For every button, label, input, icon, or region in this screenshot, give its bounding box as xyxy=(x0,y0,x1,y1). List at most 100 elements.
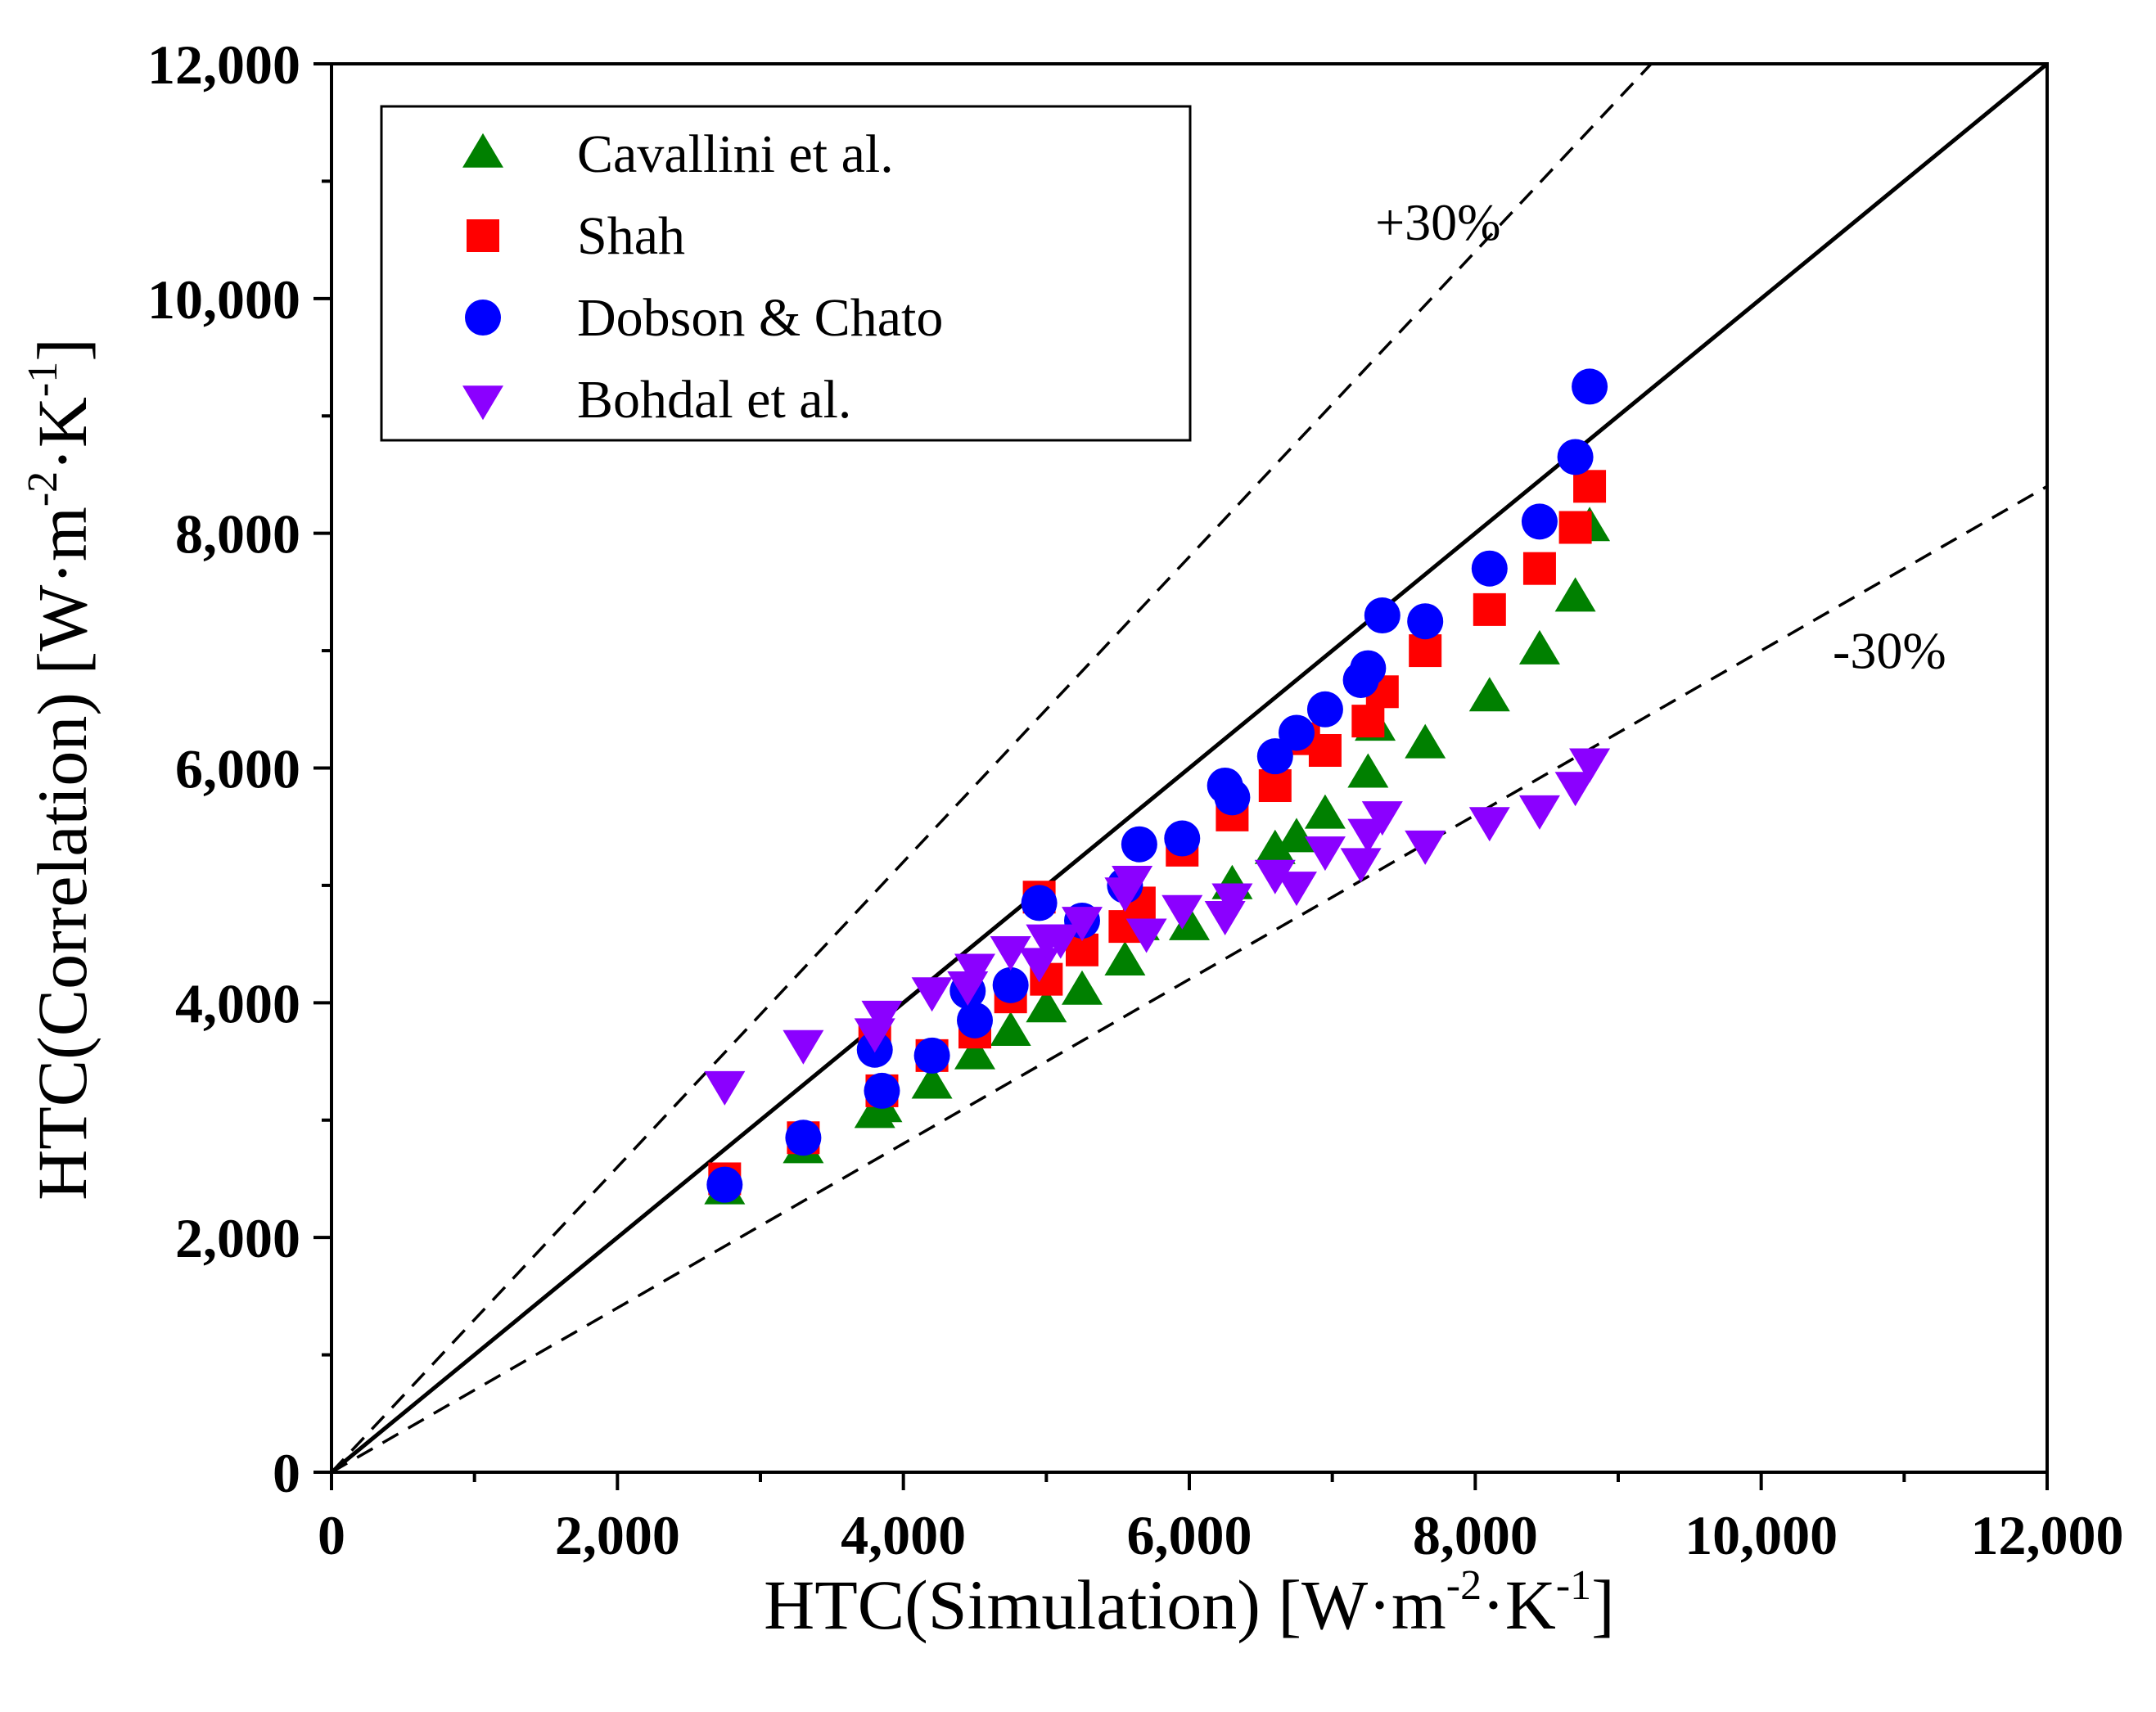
x-tick-label: 0 xyxy=(318,1504,345,1566)
x-tick-label: 2,000 xyxy=(555,1504,680,1566)
legend-label-shah: Shah xyxy=(577,206,685,266)
point-dobson-chato xyxy=(1407,603,1444,640)
point-bohdal-et-al xyxy=(783,1029,824,1065)
legend-label-bohdal: Bohdal et al. xyxy=(577,370,851,430)
point-bohdal-et-al xyxy=(1254,859,1296,894)
point-bohdal-et-al xyxy=(1112,865,1153,900)
legend-label-dobson-chato: Dobson & Chato xyxy=(577,288,943,348)
reference-line-parity xyxy=(332,64,2047,1472)
point-cavallini-et-al xyxy=(1554,577,1596,612)
y-axis-ticks xyxy=(313,62,332,1474)
reference-lines xyxy=(332,64,2047,1472)
x-tick-label: 8,000 xyxy=(1413,1504,1538,1566)
point-dobson-chato xyxy=(1557,439,1594,475)
point-bohdal-et-al xyxy=(1554,772,1596,807)
point-bohdal-et-al xyxy=(1518,795,1560,830)
legend-marker-cavallini-et-al xyxy=(462,133,503,168)
series-shah xyxy=(708,470,1607,1196)
point-dobson-chato xyxy=(913,1037,950,1074)
point-bohdal-et-al xyxy=(990,935,1031,971)
point-dobson-chato xyxy=(1164,820,1201,857)
legend-label-cavallini: Cavallini et al. xyxy=(577,124,894,184)
point-bohdal-et-al xyxy=(1304,836,1346,872)
point-bohdal-et-al xyxy=(1468,807,1510,842)
point-cavallini-et-al xyxy=(1304,794,1346,829)
reference-line-plus-30 xyxy=(332,64,1653,1472)
point-dobson-chato xyxy=(1364,597,1400,634)
point-dobson-chato xyxy=(1350,650,1387,687)
point-bohdal-et-al xyxy=(1361,801,1403,836)
legend: Cavallini et al. Shah Dobson & Chato Boh… xyxy=(380,105,1192,442)
point-shah xyxy=(1473,592,1506,626)
reference-line-minus-30 xyxy=(332,484,2047,1472)
point-dobson-chato xyxy=(1279,714,1315,751)
annotation-plus-30: +30% xyxy=(1375,193,1500,251)
point-dobson-chato xyxy=(957,1002,993,1038)
point-bohdal-et-al xyxy=(1161,894,1203,930)
x-axis-ticks xyxy=(330,1472,2049,1490)
point-dobson-chato xyxy=(1214,779,1251,816)
point-shah xyxy=(1558,511,1592,544)
y-tick-label: 10,000 xyxy=(147,268,300,331)
point-shah xyxy=(1258,769,1292,803)
point-cavallini-et-al xyxy=(990,1011,1031,1046)
point-bohdal-et-al xyxy=(911,977,953,1012)
point-bohdal-et-al xyxy=(1405,830,1446,865)
point-dobson-chato xyxy=(992,966,1029,1003)
point-cavallini-et-al xyxy=(1468,677,1510,712)
point-bohdal-et-al xyxy=(1569,748,1611,783)
point-bohdal-et-al xyxy=(1040,924,1081,959)
point-dobson-chato xyxy=(1572,368,1608,405)
point-shah xyxy=(1522,552,1556,585)
point-dobson-chato xyxy=(1471,550,1508,587)
point-cavallini-et-al xyxy=(1062,970,1103,1005)
legend-marker-dobson-chato xyxy=(465,300,501,336)
y-tick-label: 4,000 xyxy=(175,972,300,1034)
series-dobson-chato xyxy=(706,368,1608,1203)
point-cavallini-et-al xyxy=(1347,753,1389,788)
legend-box xyxy=(380,105,1192,442)
point-shah xyxy=(1573,470,1607,503)
y-axis-tick-labels: 0 2,000 4,000 6,000 8,000 10,000 12,000 xyxy=(147,34,300,1504)
y-tick-label: 6,000 xyxy=(175,738,300,800)
point-cavallini-et-al xyxy=(954,1034,995,1070)
point-shah xyxy=(1409,634,1442,668)
y-tick-label: 0 xyxy=(273,1442,300,1504)
y-tick-label: 12,000 xyxy=(147,34,300,96)
point-dobson-chato xyxy=(706,1166,743,1203)
point-dobson-chato xyxy=(1021,885,1058,921)
x-tick-label: 10,000 xyxy=(1685,1504,1838,1566)
point-bohdal-et-al xyxy=(1062,907,1103,942)
x-axis-tick-labels: 0 2,000 4,000 6,000 8,000 10,000 12,000 xyxy=(318,1504,2124,1566)
point-bohdal-et-al xyxy=(954,953,995,989)
point-bohdal-et-al xyxy=(1018,948,1060,983)
annotations: +30% -30% xyxy=(1375,193,1946,679)
x-tick-label: 12,000 xyxy=(1971,1504,2124,1566)
point-cavallini-et-al xyxy=(911,1064,953,1099)
point-bohdal-et-al xyxy=(1125,918,1167,953)
point-bohdal-et-al xyxy=(1204,900,1246,935)
point-cavallini-et-al xyxy=(1518,629,1560,665)
point-dobson-chato xyxy=(1521,503,1558,540)
x-axis-title: HTC(Simulation) [W·m-2·K-1] xyxy=(764,1562,1615,1644)
point-cavallini-et-al xyxy=(1276,818,1317,853)
point-dobson-chato xyxy=(864,1072,900,1109)
point-dobson-chato xyxy=(1121,826,1157,863)
legend-markers xyxy=(462,133,503,421)
point-cavallini-et-al xyxy=(1169,905,1210,940)
point-cavallini-et-al xyxy=(1405,723,1446,759)
y-axis-title: HTC(Correlation) [W·m-2·K-1] xyxy=(20,338,101,1201)
point-bohdal-et-al xyxy=(704,1070,746,1106)
point-cavallini-et-al xyxy=(1104,940,1146,975)
point-bohdal-et-al xyxy=(1340,848,1382,883)
x-tick-label: 6,000 xyxy=(1127,1504,1252,1566)
x-tick-label: 4,000 xyxy=(841,1504,966,1566)
point-cavallini-et-al xyxy=(1026,988,1067,1023)
point-bohdal-et-al xyxy=(861,1000,903,1035)
point-cavallini-et-al xyxy=(1254,829,1296,864)
point-dobson-chato xyxy=(1306,691,1343,728)
data-points xyxy=(704,368,1611,1205)
point-shah xyxy=(1351,705,1385,738)
point-shah xyxy=(1308,733,1342,767)
